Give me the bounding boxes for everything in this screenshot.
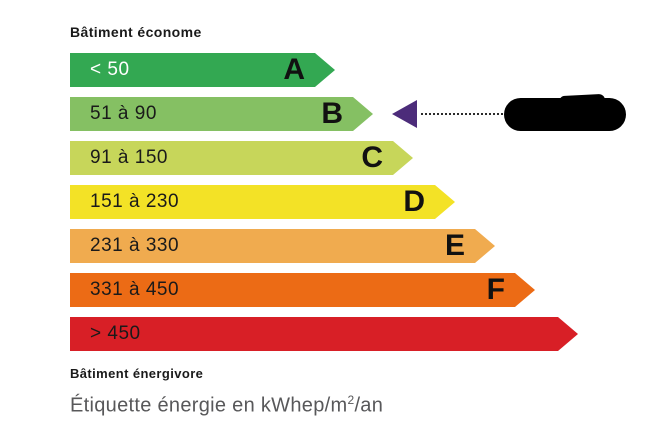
- redacted-value-scribble: [504, 97, 626, 131]
- energy-row-d: 151 à 230 D: [70, 185, 667, 219]
- class-letter: A: [283, 53, 305, 86]
- class-letter: C: [361, 141, 383, 174]
- energy-bar-b: 51 à 90 B: [70, 97, 373, 131]
- energy-row-f: 331 à 450 F: [70, 273, 667, 307]
- class-letter: D: [403, 185, 425, 218]
- energy-row-c: 91 à 150 C: [70, 141, 667, 175]
- current-class-indicator: [392, 97, 626, 131]
- energy-bar-f: 331 à 450 F: [70, 273, 535, 307]
- energy-bar-d: 151 à 230 D: [70, 185, 455, 219]
- energy-class-scale: < 50 A 51 à 90 B 91 à 150 C 151 à 23: [70, 53, 667, 351]
- caption-superscript: 2: [347, 393, 355, 407]
- range-label: 151 à 230: [90, 191, 180, 212]
- energy-row-e: 231 à 330 E: [70, 229, 667, 263]
- energy-bar-c: 91 à 150 C: [70, 141, 413, 175]
- class-letter: F: [486, 273, 505, 306]
- dotted-leader-line: [421, 113, 503, 115]
- range-label: 231 à 330: [90, 235, 180, 256]
- caption-text-end: /an: [354, 394, 384, 417]
- energy-bar-g: > 450: [70, 317, 578, 351]
- scale-unit-caption: Étiquette énergie en kWhep/m2/an: [70, 393, 667, 418]
- range-label: 331 à 450: [90, 279, 180, 300]
- energy-intensive-building-label: Bâtiment énergivore: [70, 366, 204, 381]
- economical-building-label: Bâtiment économe: [70, 24, 202, 40]
- energy-bar-a: < 50 A: [70, 53, 335, 87]
- caption-text: Étiquette énergie en kWhep/m: [70, 394, 348, 417]
- range-label: 91 à 150: [90, 147, 168, 168]
- arrow-left-icon: [392, 100, 417, 128]
- energy-row-b: 51 à 90 B: [70, 97, 667, 131]
- energy-row-a: < 50 A: [70, 53, 667, 87]
- range-label: 51 à 90: [90, 103, 157, 124]
- class-letter: E: [444, 229, 465, 262]
- range-label: < 50: [90, 59, 130, 80]
- energy-bar-e: 231 à 330 E: [70, 229, 495, 263]
- class-letter: B: [321, 97, 343, 130]
- range-label: > 450: [90, 323, 141, 344]
- energy-row-g: > 450: [70, 317, 667, 351]
